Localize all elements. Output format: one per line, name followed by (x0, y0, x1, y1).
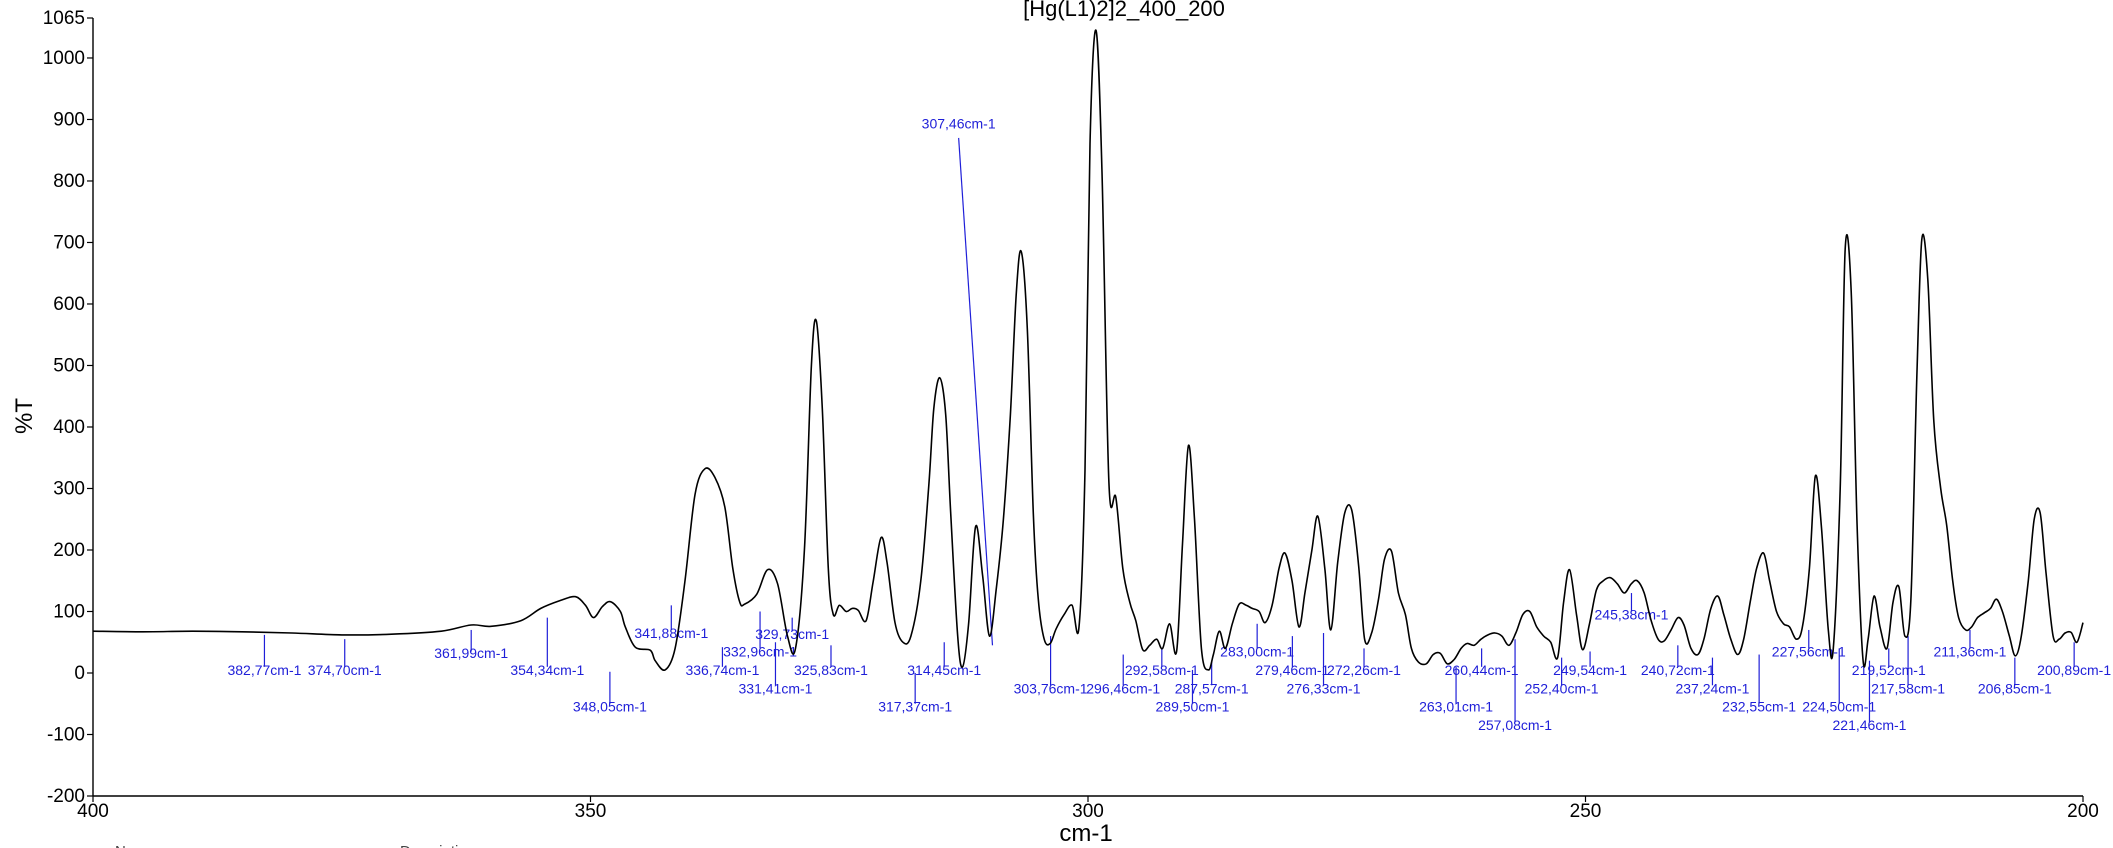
peak-label: 257,08cm-1 (1478, 717, 1552, 733)
peak-label: 336,74cm-1 (685, 662, 759, 678)
y-tick-label: 200 (53, 540, 85, 561)
y-tick-label: 300 (53, 478, 85, 499)
y-tick-label: -200 (47, 786, 85, 807)
peak-label: 292,58cm-1 (1125, 662, 1199, 678)
peak-label: 252,40cm-1 (1525, 680, 1599, 696)
footer-label: Description (400, 843, 475, 848)
peak-label: 325,83cm-1 (794, 662, 868, 678)
peak-label: 224,50cm-1 (1802, 699, 1876, 715)
peak-label: 211,36cm-1 (1934, 643, 2007, 659)
peak-label: 260,44cm-1 (1445, 662, 1519, 678)
x-tick-label: 200 (2067, 801, 2099, 822)
peak-label: 382,77cm-1 (227, 662, 301, 678)
y-tick-label: 700 (53, 232, 85, 253)
y-axis-title: %T (11, 398, 38, 434)
peak-label: 249,54cm-1 (1553, 662, 1627, 678)
peak-annotations: 382,77cm-1 374,70cm-1 361,99cm-1354,34cm-1… (227, 116, 2111, 733)
peak-label: 263,01cm-1 (1419, 699, 1493, 715)
y-tick-label: 800 (53, 171, 85, 192)
peak-label: 289,50cm-1 (1156, 699, 1230, 715)
y-ticks: 106510009008007006005004003002001000-100… (43, 8, 93, 807)
peak-label: 314,45cm-1 (907, 662, 981, 678)
peak-label: 361,99cm-1 (434, 645, 508, 661)
peak-label: 303,76cm-1 (1014, 680, 1088, 696)
x-tick-label: 350 (575, 801, 607, 822)
y-tick-label: -100 (47, 724, 85, 745)
x-tick-label: 400 (77, 801, 109, 822)
peak-label: 374,70cm-1 (308, 662, 382, 678)
peak-label: 232,55cm-1 (1722, 699, 1796, 715)
peak-label: 206,85cm-1 (1978, 680, 2052, 696)
y-tick-label: 100 (53, 601, 85, 622)
peak-label: 332,96cm-1 (723, 643, 797, 659)
y-tick-label: 1065 (43, 8, 85, 29)
peak-label: 279,46cm-1 (1255, 662, 1329, 678)
peak-label: 240,72cm-1 (1641, 662, 1715, 678)
peak-label: 354,34cm-1 (510, 662, 584, 678)
peak-label: 200,89cm-1 (2037, 662, 2111, 678)
y-tick-label: 900 (53, 109, 85, 130)
x-ticks: 400 350 300 250 200 (77, 796, 2099, 822)
spectrum-line (92, 29, 2084, 672)
peak-label: 237,24cm-1 (1675, 680, 1749, 696)
y-tick-label: 1000 (43, 48, 85, 69)
y-tick-label: 0 (74, 663, 85, 684)
peak-label: 272,26cm-1 (1327, 662, 1401, 678)
peak-label: 348,05cm-1 (573, 699, 647, 715)
peak-label: 227,56cm-1 (1772, 643, 1846, 659)
y-tick-label: 500 (53, 355, 85, 376)
peak-label: 329,73cm-1 (755, 626, 829, 642)
peak-label: 287,57cm-1 (1175, 680, 1249, 696)
peak-leader (958, 137, 994, 646)
peak-label: 283,00cm-1 (1220, 643, 1294, 659)
peak-label: 219,52cm-1 (1852, 662, 1926, 678)
peak-label: 217,58cm-1 (1871, 680, 1945, 696)
chart-title: [Hg(L1)2]2_400_200 (1023, 0, 1225, 21)
peak-label: 317,37cm-1 (878, 699, 952, 715)
footer-labels: N Description (115, 843, 475, 848)
footer-label: N (115, 843, 126, 848)
x-tick-label: 300 (1072, 801, 1104, 822)
peak-label: 331,41cm-1 (739, 680, 813, 696)
peak-label: 245,38cm-1 (1595, 606, 1669, 622)
peak-label: 307,46cm-1 (922, 116, 996, 132)
y-tick-label: 600 (53, 294, 85, 315)
peak-label: 296,46cm-1 (1086, 680, 1160, 696)
x-axis-title: cm-1 (1059, 820, 1112, 847)
y-tick-label: 400 (53, 417, 85, 438)
x-tick-label: 250 (1570, 801, 1602, 822)
peak-label: 276,33cm-1 (1287, 680, 1361, 696)
peak-label: 221,46cm-1 (1833, 717, 1907, 733)
peak-label: 341,88cm-1 (634, 625, 708, 641)
